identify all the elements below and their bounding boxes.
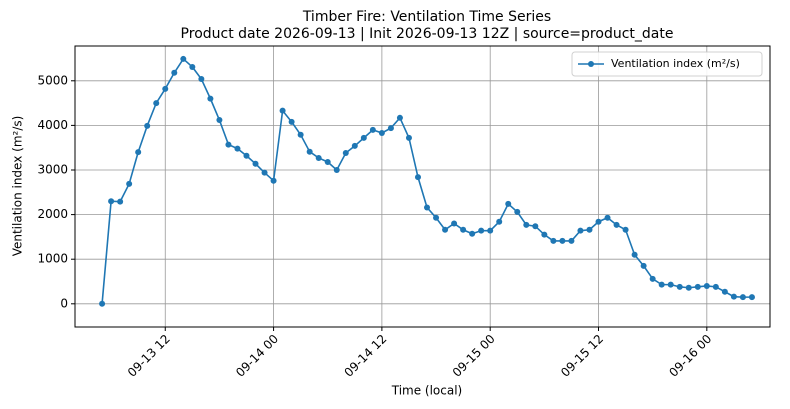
data-point — [216, 117, 223, 124]
data-point — [333, 166, 340, 173]
data-point — [541, 231, 548, 238]
data-point — [730, 293, 737, 300]
data-point — [171, 69, 178, 76]
data-point — [613, 221, 620, 228]
data-point — [117, 198, 124, 205]
y-tick-label: 0 — [60, 296, 68, 310]
data-point — [685, 284, 692, 291]
data-point — [523, 221, 530, 228]
x-tick-label: 09-13 12 — [125, 332, 173, 380]
data-point — [189, 63, 196, 70]
data-point — [342, 150, 349, 157]
data-point — [225, 141, 232, 148]
data-point — [694, 283, 701, 290]
data-point — [108, 198, 115, 205]
data-point — [604, 214, 611, 221]
data-point — [315, 154, 322, 161]
data-point — [378, 129, 385, 136]
x-tick-label: 09-14 00 — [233, 332, 281, 380]
data-point — [433, 214, 440, 221]
data-point — [469, 230, 476, 237]
data-point — [478, 227, 485, 234]
data-point — [496, 218, 503, 225]
data-point — [676, 283, 683, 290]
data-point — [405, 134, 412, 141]
data-point — [649, 275, 656, 282]
data-point — [324, 158, 331, 165]
data-point — [460, 226, 467, 233]
data-point — [595, 218, 602, 225]
x-axis-label: Time (local) — [391, 384, 463, 398]
data-point — [351, 142, 358, 149]
data-point — [442, 226, 449, 233]
data-point — [550, 237, 557, 244]
data-point — [577, 227, 584, 234]
legend-label: Ventilation index (m²/s) — [611, 57, 740, 70]
data-point — [198, 76, 205, 83]
data-point — [424, 204, 431, 211]
data-point — [387, 125, 394, 132]
data-point — [703, 282, 710, 289]
data-point — [640, 262, 647, 269]
data-point — [252, 160, 259, 167]
y-tick-label: 1000 — [37, 252, 68, 266]
data-point — [532, 223, 539, 230]
data-point — [396, 114, 403, 121]
data-point — [568, 237, 575, 244]
y-axis-label: Ventilation index (m²/s) — [11, 116, 25, 257]
data-point — [514, 208, 521, 215]
data-point — [622, 226, 629, 233]
data-point — [153, 100, 160, 107]
data-point — [360, 134, 367, 141]
data-line — [101, 57, 752, 304]
data-point — [297, 131, 304, 138]
data-point — [712, 283, 719, 290]
data-point — [306, 148, 313, 155]
legend-box — [571, 51, 763, 77]
data-point — [414, 174, 421, 181]
data-point — [99, 300, 106, 307]
data-point — [721, 288, 728, 295]
plot-frame — [74, 45, 771, 328]
data-point — [586, 226, 593, 233]
chart-subtitle: Product date 2026-09-13 | Init 2026-09-1… — [181, 26, 674, 42]
data-point — [234, 145, 241, 152]
y-tick-label: 4000 — [37, 118, 68, 132]
legend-marker — [588, 61, 594, 67]
y-tick-label: 3000 — [37, 162, 68, 176]
data-point — [739, 294, 746, 301]
x-tick-label: 09-14 12 — [341, 332, 389, 380]
data-point — [162, 85, 169, 92]
data-point — [559, 237, 566, 244]
data-point — [261, 169, 268, 176]
data-point — [270, 177, 277, 184]
data-point — [144, 122, 151, 129]
data-point — [369, 126, 376, 133]
data-point — [126, 180, 133, 187]
data-point — [748, 294, 755, 301]
x-tick-label: 09-15 00 — [450, 332, 498, 380]
data-point — [243, 152, 250, 159]
data-point — [451, 220, 458, 227]
data-point — [207, 95, 214, 102]
chart-title: Timber Fire: Ventilation Time Series — [302, 9, 551, 25]
data-point — [288, 118, 295, 125]
data-point — [658, 281, 665, 288]
x-tick-label: 09-15 12 — [558, 332, 606, 380]
data-point — [279, 107, 286, 114]
data-point — [135, 149, 142, 156]
y-tick-label: 5000 — [37, 73, 68, 87]
y-tick-label: 2000 — [37, 207, 68, 221]
data-point — [505, 200, 512, 207]
x-tick-label: 09-16 00 — [666, 332, 714, 380]
data-point — [487, 227, 494, 234]
data-point — [631, 251, 638, 258]
data-point — [180, 55, 187, 62]
data-point — [667, 281, 674, 288]
